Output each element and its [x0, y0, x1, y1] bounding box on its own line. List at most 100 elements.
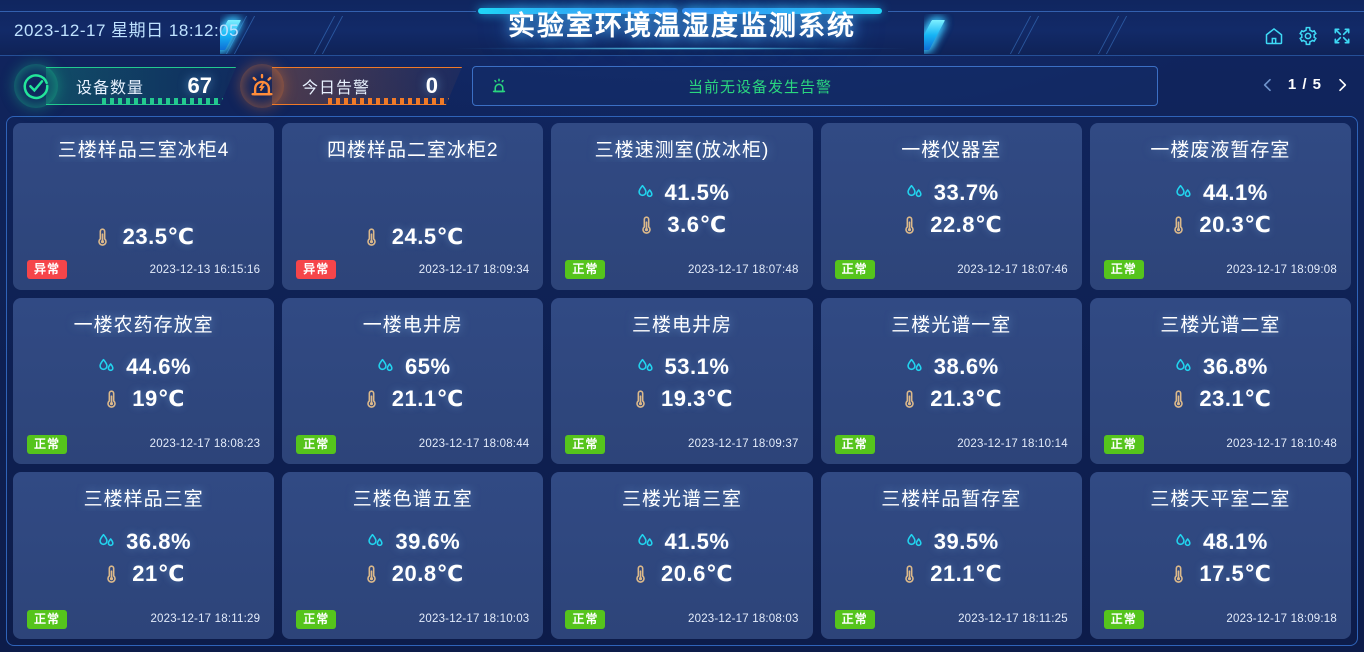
device-card[interactable]: 四楼样品二室冰柜2 24.5℃ 异常 2023-12-17 18:09:34	[282, 123, 544, 290]
thermometer-icon	[107, 565, 117, 584]
temperature-value: 21.1℃	[930, 561, 1003, 587]
device-card[interactable]: 三楼电井房 53.1% 19.3℃ 正常 2023-12-17 18:09:37	[551, 297, 813, 465]
device-timestamp: 2023-12-17 18:07:46	[957, 263, 1068, 276]
device-name: 三楼光谱一室	[891, 314, 1012, 336]
humidity-value: 65%	[405, 354, 451, 380]
device-name: 三楼光谱三室	[621, 489, 742, 511]
thermometer-icon	[1174, 216, 1184, 234]
status-badge: 正常	[1103, 609, 1144, 629]
device-readings: 41.5% 20.6℃	[565, 511, 798, 609]
device-name: 四楼样品二室冰柜2	[327, 140, 499, 161]
humidity-reading: 44.6%	[96, 354, 191, 380]
thermometer-icon	[905, 216, 914, 234]
humidity-value: 48.1%	[1202, 529, 1268, 555]
today-alarms-teeth	[328, 98, 454, 105]
humidity-value: 41.5%	[664, 179, 730, 205]
stats-row: 设备数量 67 今日告警 0	[0, 60, 1364, 112]
device-name: 三楼色谱五室	[352, 489, 473, 511]
device-name: 一楼农药存放室	[73, 314, 214, 336]
device-count-teeth	[102, 98, 228, 105]
home-icon[interactable]	[1264, 26, 1284, 46]
humidity-reading: 48.1%	[1173, 529, 1268, 555]
temperature-reading: 21.1℃	[900, 561, 1002, 587]
status-badge: 正常	[834, 434, 875, 454]
device-card[interactable]: 三楼样品暂存室 39.5% 21.1℃ 正常 2023-12-17 18:11:25	[820, 472, 1082, 639]
device-timestamp: 2023-12-17 18:10:03	[418, 613, 530, 625]
device-footer: 异常 2023-12-17 18:09:34	[296, 260, 529, 280]
thermometer-icon	[1174, 565, 1184, 584]
device-footer: 正常 2023-12-17 18:08:03	[565, 609, 798, 629]
status-badge: 正常	[1103, 434, 1144, 454]
temperature-value: 23.1℃	[1199, 386, 1272, 412]
device-timestamp: 2023-12-17 18:11:29	[150, 613, 261, 625]
status-badge: 正常	[565, 260, 606, 280]
device-card[interactable]: 三楼光谱一室 38.6% 21.3℃ 正常 2023-12-17 18:10:14	[820, 297, 1082, 465]
device-timestamp: 2023-12-17 18:11:25	[958, 613, 1068, 625]
temperature-value: 20.6℃	[661, 561, 733, 587]
stat-card-today-alarms[interactable]: 今日告警 0	[240, 64, 462, 108]
humidity-reading: 41.5%	[635, 529, 730, 555]
water-drop-icon	[99, 359, 114, 372]
temperature-value: 24.5℃	[391, 223, 464, 249]
device-card[interactable]: 三楼样品三室冰柜4 23.5℃ 异常 2023-12-13 16:15:16	[13, 123, 275, 290]
water-drop-icon	[1176, 184, 1191, 197]
chevron-right-icon[interactable]	[1334, 77, 1350, 93]
device-card[interactable]: 三楼天平室二室 48.1% 17.5℃ 正常 2023-12-17 18:09:18	[1089, 472, 1351, 639]
water-drop-icon	[637, 184, 653, 197]
gear-icon[interactable]	[1298, 26, 1318, 46]
device-card[interactable]: 一楼农药存放室 44.6% 19℃ 正常 2023-12-17 18:08:23	[13, 297, 275, 465]
water-drop-icon	[1176, 359, 1191, 372]
temperature-value: 19.3℃	[661, 386, 733, 412]
device-timestamp: 2023-12-17 18:08:44	[418, 438, 530, 451]
device-readings: 33.7% 22.8℃	[835, 162, 1068, 260]
water-drop-icon	[378, 359, 393, 372]
device-card[interactable]: 三楼色谱五室 39.6% 20.8℃ 正常 2023-12-17 18:10:03	[282, 472, 544, 639]
header-accent-bar-right	[682, 8, 882, 14]
device-footer: 正常 2023-12-17 18:07:48	[565, 260, 798, 280]
humidity-value: 44.6%	[126, 354, 192, 380]
device-card[interactable]: 三楼光谱二室 36.8% 23.1℃ 正常 2023-12-17 18:10:48	[1089, 297, 1351, 465]
device-card[interactable]: 三楼速测室(放冰柜) 41.5% 3.6℃ 正常 2023-12-17 18:07:48	[551, 123, 813, 290]
status-badge: 正常	[27, 434, 68, 454]
device-footer: 正常 2023-12-17 18:07:46	[834, 260, 1068, 280]
header-datetime: 2023-12-17 星期日 18:12:05	[14, 21, 240, 40]
status-badge: 正常	[27, 609, 68, 629]
water-drop-icon	[99, 534, 114, 547]
stat-card-device-count[interactable]: 设备数量 67	[14, 64, 236, 108]
alert-banner[interactable]: 当前无设备发生告警	[472, 66, 1158, 106]
fullscreen-icon[interactable]	[1332, 26, 1352, 46]
temperature-reading: 23.5℃	[93, 224, 195, 250]
device-grid: 三楼样品三室冰柜4 23.5℃ 异常 2023-12-13 16:15:16 四楼样品二…	[13, 123, 1351, 639]
page-title: 实验室环境温湿度监测系统	[508, 11, 856, 41]
humidity-value: 41.5%	[664, 529, 730, 555]
water-drop-icon	[907, 184, 922, 197]
status-badge: 正常	[834, 260, 875, 280]
chevron-left-icon[interactable]	[1260, 77, 1276, 93]
status-badge: 异常	[296, 260, 337, 280]
device-readings: 24.5℃	[296, 162, 529, 260]
temperature-value: 22.8℃	[930, 211, 1003, 237]
device-card[interactable]: 三楼光谱三室 41.5% 20.6℃ 正常 2023-12-17 18:08:03	[551, 472, 813, 639]
header-rule-left	[0, 11, 476, 12]
device-card[interactable]: 一楼电井房 65% 21.1℃ 正常 2023-12-17 18:08:44	[282, 297, 544, 465]
temperature-reading: 19.3℃	[631, 386, 733, 412]
thermometer-icon	[367, 390, 376, 409]
device-name: 三楼样品暂存室	[881, 489, 1022, 511]
device-card[interactable]: 一楼仪器室 33.7% 22.8℃ 正常 2023-12-17 18:07:46	[820, 123, 1082, 290]
status-badge: 正常	[565, 434, 606, 454]
device-footer: 正常 2023-12-17 18:11:29	[27, 609, 260, 629]
device-name: 一楼废液暂存室	[1150, 140, 1291, 161]
device-readings: 65% 21.1℃	[296, 337, 529, 435]
device-readings: 48.1% 17.5℃	[1104, 511, 1337, 609]
pagination-indicator: 1 / 5	[1287, 76, 1322, 93]
device-grid-container: 三楼样品三室冰柜4 23.5℃ 异常 2023-12-13 16:15:16 四楼样品二…	[6, 116, 1358, 646]
device-card[interactable]: 一楼废液暂存室 44.1% 20.3℃ 正常 2023-12-17 18:09:08	[1089, 123, 1351, 290]
device-card[interactable]: 三楼样品三室 36.8% 21℃ 正常 2023-12-17 18:11:29	[13, 472, 275, 639]
alarm-bell-icon	[492, 78, 506, 93]
temperature-value: 3.6℃	[667, 211, 727, 237]
status-badge: 正常	[1103, 260, 1144, 280]
device-name: 三楼天平室二室	[1150, 489, 1291, 511]
temperature-value: 20.8℃	[391, 561, 464, 587]
humidity-reading: 53.1%	[635, 354, 730, 380]
